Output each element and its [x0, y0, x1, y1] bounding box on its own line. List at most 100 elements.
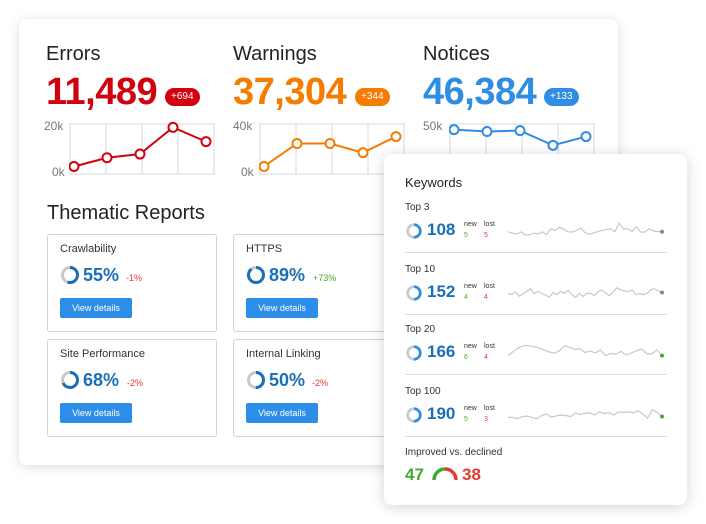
keyword-donut-icon — [406, 345, 422, 361]
view-details-button[interactable]: View details — [246, 298, 318, 318]
new-count: 6 — [464, 354, 468, 361]
declined-count: 38 — [462, 465, 481, 484]
trend-point — [449, 124, 460, 136]
trend-point — [200, 136, 212, 148]
lost-label: lost — [484, 343, 495, 350]
trend-point — [357, 147, 369, 159]
trend-point — [167, 121, 179, 133]
trend-point — [481, 126, 493, 138]
report-card-internal-linking[interactable]: Internal Linking 50% -2% View details — [233, 339, 403, 437]
errors-axis-bottom: 0k — [52, 165, 65, 179]
report-percent: 68% — [83, 370, 120, 390]
sparkline-path — [507, 287, 663, 299]
trend-point — [547, 139, 559, 151]
new-label: new — [464, 221, 477, 228]
new-label: new — [464, 405, 477, 412]
view-details-button[interactable]: View details — [246, 403, 318, 423]
errors-axis-top: 20k — [44, 119, 64, 133]
progress-donut-icon — [247, 266, 265, 284]
report-change: -2% — [312, 378, 329, 388]
notices-delta-badge: +133 — [544, 88, 579, 106]
keyword-row-top10[interactable]: Top 10 152 new 4 lost 4 — [384, 264, 687, 326]
lost-count: 5 — [484, 232, 488, 239]
donut-fill — [247, 266, 265, 284]
donut-fill — [61, 371, 79, 389]
notices-title: Notices — [423, 43, 490, 65]
divider — [405, 252, 667, 253]
thematic-reports-title: Thematic Reports — [47, 202, 205, 224]
gauge-icon — [432, 467, 458, 481]
report-change: -2% — [127, 378, 144, 388]
errors-trend-chart — [69, 121, 215, 175]
report-change: -1% — [126, 273, 143, 283]
warnings-delta-badge: +344 — [355, 88, 390, 106]
donut-fill — [247, 371, 265, 389]
trend-point — [291, 137, 303, 149]
sparkline-end-dot — [660, 353, 664, 358]
keyword-sparkline — [507, 287, 664, 299]
report-name: Internal Linking — [246, 348, 321, 360]
new-label: new — [464, 283, 477, 290]
keyword-sparkline — [507, 345, 664, 358]
view-details-button[interactable]: View details — [60, 403, 132, 423]
keyword-donut-icon — [406, 407, 422, 423]
keyword-sparkline — [507, 222, 664, 236]
report-percent: 89% — [269, 265, 306, 285]
warnings-title: Warnings — [233, 43, 317, 65]
keyword-row-top100[interactable]: Top 100 190 new 5 lost 3 — [384, 386, 687, 448]
donut-fill — [61, 266, 79, 284]
new-count: 5 — [464, 416, 468, 423]
report-card-https[interactable]: HTTPS 89% +73% View details — [233, 234, 403, 332]
warnings-axis-bottom: 0k — [241, 165, 254, 179]
report-name: Crawlability — [60, 243, 117, 255]
sparkline-path — [507, 408, 663, 420]
lost-count: 4 — [484, 294, 488, 301]
notices-axis-top: 50k — [423, 119, 443, 133]
lost-count: 3 — [484, 416, 488, 423]
sparkline-end-dot — [660, 414, 664, 419]
keyword-row-top20[interactable]: Top 20 166 new 6 lost 4 — [384, 324, 687, 386]
trend-point — [69, 160, 80, 172]
sparkline-end-dot — [660, 290, 664, 295]
errors-title: Errors — [46, 43, 101, 65]
trend-line — [73, 126, 207, 168]
trend-point — [324, 137, 336, 149]
new-label: new — [464, 343, 477, 350]
progress-donut-icon — [247, 371, 265, 389]
progress-donut-icon — [61, 371, 79, 389]
keyword-row-label: Top 20 — [405, 324, 436, 335]
divider — [405, 374, 667, 375]
sparkline-end-dot — [660, 229, 664, 234]
report-name: HTTPS — [246, 243, 283, 255]
divider — [405, 436, 667, 437]
lost-label: lost — [484, 221, 495, 228]
lost-count: 4 — [484, 354, 488, 361]
report-name: Site Performance — [60, 348, 145, 360]
trend-point — [101, 152, 113, 164]
keyword-donut-icon — [406, 285, 422, 301]
new-count: 4 — [464, 294, 468, 301]
lost-label: lost — [484, 405, 495, 412]
keyword-count: 108 — [427, 220, 456, 239]
keyword-count: 152 — [427, 282, 456, 301]
keyword-donut-icon — [406, 223, 422, 239]
report-card-crawlability[interactable]: Crawlability 55% -1% View details — [47, 234, 217, 332]
trend-point — [580, 131, 592, 143]
keyword-count: 190 — [427, 404, 456, 423]
report-percent: 55% — [83, 265, 120, 285]
report-percent: 50% — [269, 370, 306, 390]
notices-value: 46,384 — [423, 71, 537, 113]
warnings-axis-top: 40k — [233, 119, 253, 133]
report-card-site-performance[interactable]: Site Performance 68% -2% View details — [47, 339, 217, 437]
progress-donut-icon — [61, 266, 79, 284]
sparkline-path — [507, 222, 663, 236]
view-details-button[interactable]: View details — [60, 298, 132, 318]
keyword-row-top3[interactable]: Top 3 108 new 5 lost 5 — [384, 202, 687, 264]
new-count: 5 — [464, 232, 468, 239]
keyword-row-label: Top 100 — [405, 386, 441, 397]
keyword-row-label: Top 3 — [405, 202, 430, 213]
keyword-row-label: Top 10 — [405, 264, 436, 275]
trend-point — [134, 148, 146, 160]
divider — [405, 314, 667, 315]
